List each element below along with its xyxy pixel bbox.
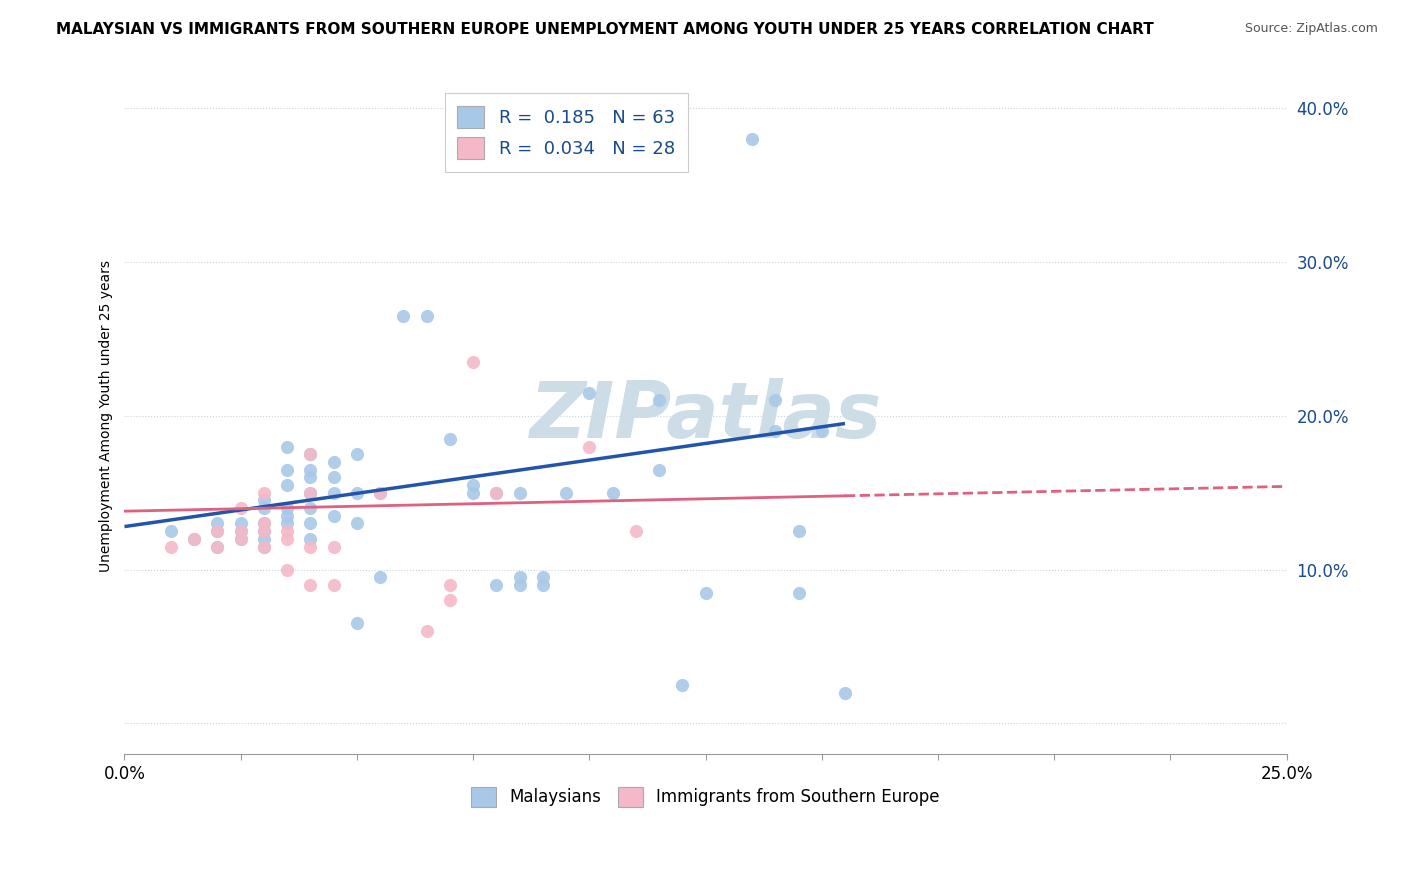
- Point: [299, 485, 322, 500]
- Point: [834, 686, 856, 700]
- Point: [624, 524, 647, 538]
- Text: MALAYSIAN VS IMMIGRANTS FROM SOUTHERN EUROPE UNEMPLOYMENT AMONG YOUTH UNDER 25 Y: MALAYSIAN VS IMMIGRANTS FROM SOUTHERN EU…: [56, 22, 1154, 37]
- Point: [485, 485, 508, 500]
- Point: [253, 516, 276, 531]
- Point: [253, 540, 276, 554]
- Point: [160, 524, 183, 538]
- Point: [648, 393, 671, 408]
- Point: [299, 447, 322, 461]
- Point: [461, 485, 484, 500]
- Point: [276, 563, 298, 577]
- Point: [276, 508, 298, 523]
- Point: [299, 447, 322, 461]
- Point: [485, 578, 508, 592]
- Point: [229, 516, 252, 531]
- Point: [531, 570, 554, 584]
- Point: [229, 524, 252, 538]
- Point: [299, 470, 322, 484]
- Point: [207, 516, 229, 531]
- Point: [461, 478, 484, 492]
- Point: [439, 432, 461, 446]
- Point: [509, 570, 531, 584]
- Point: [322, 540, 344, 554]
- Point: [648, 463, 671, 477]
- Point: [578, 385, 600, 400]
- Point: [368, 485, 391, 500]
- Point: [602, 485, 624, 500]
- Point: [299, 463, 322, 477]
- Point: [253, 501, 276, 516]
- Point: [253, 532, 276, 546]
- Point: [439, 593, 461, 607]
- Legend: Malaysians, Immigrants from Southern Europe: Malaysians, Immigrants from Southern Eur…: [464, 780, 946, 814]
- Point: [183, 532, 205, 546]
- Point: [415, 624, 437, 639]
- Point: [207, 540, 229, 554]
- Point: [695, 585, 717, 599]
- Point: [299, 540, 322, 554]
- Point: [299, 578, 322, 592]
- Point: [322, 455, 344, 469]
- Point: [787, 524, 810, 538]
- Point: [392, 309, 415, 323]
- Point: [763, 424, 786, 438]
- Point: [322, 470, 344, 484]
- Point: [276, 524, 298, 538]
- Point: [787, 585, 810, 599]
- Point: [299, 485, 322, 500]
- Point: [671, 678, 693, 692]
- Point: [368, 570, 391, 584]
- Point: [253, 485, 276, 500]
- Point: [578, 440, 600, 454]
- Point: [253, 540, 276, 554]
- Point: [207, 524, 229, 538]
- Point: [229, 501, 252, 516]
- Point: [299, 516, 322, 531]
- Point: [485, 485, 508, 500]
- Point: [346, 616, 368, 631]
- Point: [276, 501, 298, 516]
- Text: ZIPatlas: ZIPatlas: [530, 378, 882, 454]
- Point: [322, 578, 344, 592]
- Point: [207, 524, 229, 538]
- Point: [346, 485, 368, 500]
- Point: [276, 478, 298, 492]
- Point: [229, 532, 252, 546]
- Point: [253, 516, 276, 531]
- Point: [415, 309, 437, 323]
- Point: [509, 485, 531, 500]
- Point: [276, 532, 298, 546]
- Point: [810, 424, 832, 438]
- Point: [229, 524, 252, 538]
- Point: [346, 516, 368, 531]
- Point: [160, 540, 183, 554]
- Point: [229, 532, 252, 546]
- Point: [368, 485, 391, 500]
- Point: [509, 578, 531, 592]
- Point: [322, 508, 344, 523]
- Point: [763, 393, 786, 408]
- Point: [299, 532, 322, 546]
- Point: [207, 540, 229, 554]
- Point: [439, 578, 461, 592]
- Point: [183, 532, 205, 546]
- Point: [276, 463, 298, 477]
- Point: [461, 355, 484, 369]
- Point: [276, 516, 298, 531]
- Point: [253, 524, 276, 538]
- Point: [346, 447, 368, 461]
- Point: [276, 440, 298, 454]
- Point: [253, 493, 276, 508]
- Point: [322, 485, 344, 500]
- Point: [741, 132, 763, 146]
- Text: Source: ZipAtlas.com: Source: ZipAtlas.com: [1244, 22, 1378, 36]
- Y-axis label: Unemployment Among Youth under 25 years: Unemployment Among Youth under 25 years: [100, 260, 114, 572]
- Point: [299, 501, 322, 516]
- Point: [555, 485, 578, 500]
- Point: [253, 524, 276, 538]
- Point: [531, 578, 554, 592]
